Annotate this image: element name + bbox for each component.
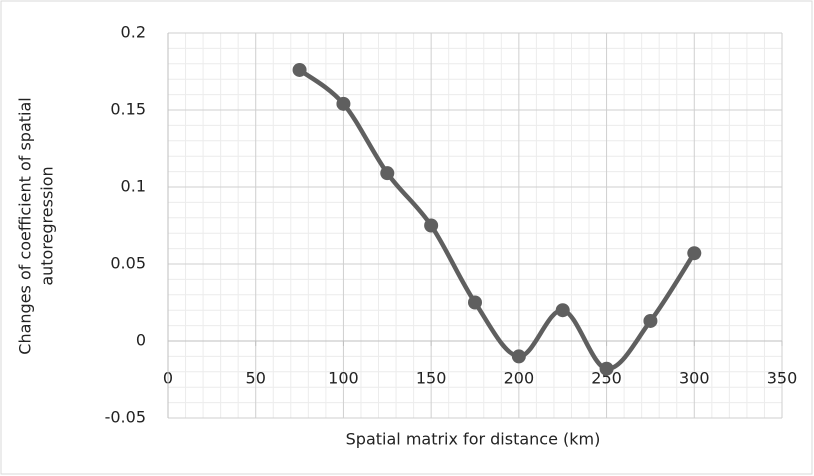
x-tick-label: 350 <box>767 369 798 388</box>
point <box>511 349 526 364</box>
point <box>336 96 351 111</box>
point <box>468 295 482 310</box>
x-axis-label: Spatial matrix for distance (km) <box>346 430 601 449</box>
point <box>599 361 614 376</box>
y-axis-label-line: autoregression <box>38 166 57 285</box>
y-tick-label: 0.15 <box>110 100 146 119</box>
y-tick-label: 0 <box>136 331 146 350</box>
point <box>555 303 570 318</box>
y-tick-label: 0.2 <box>121 23 146 42</box>
grid <box>167 32 783 419</box>
x-tick-label: 200 <box>504 369 535 388</box>
x-tick-label: 50 <box>246 369 266 388</box>
series-line <box>297 67 697 371</box>
x-tick-label: 100 <box>328 369 359 388</box>
point <box>292 62 307 77</box>
x-tick-label: 150 <box>416 369 447 388</box>
point <box>424 218 439 233</box>
y-tick-label: 0.05 <box>110 254 146 273</box>
point <box>687 246 702 261</box>
point <box>380 166 395 181</box>
y-axis-label: Changes of coefficient of spatial autore… <box>16 97 57 354</box>
y-tick-label: -0.05 <box>105 408 146 427</box>
x-tick-label: 250 <box>591 369 622 388</box>
point <box>643 313 658 328</box>
y-tick-label: 0.1 <box>121 177 146 196</box>
x-tick-label: 300 <box>679 369 710 388</box>
y-axis-label-line: Changes of coefficient of spatial <box>16 97 35 354</box>
